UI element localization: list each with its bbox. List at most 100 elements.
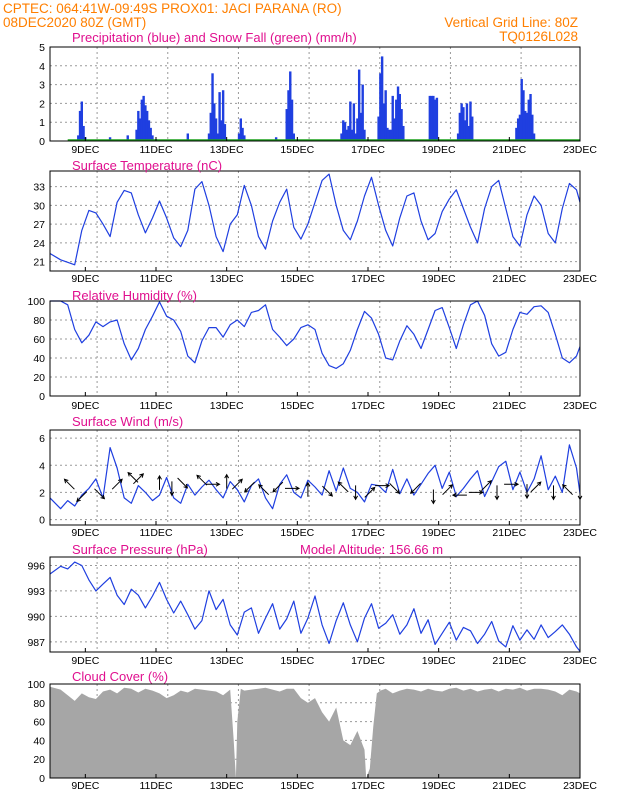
precip-bar	[402, 125, 405, 141]
wind-arrow	[272, 481, 284, 493]
y-tick-label: 3	[39, 80, 45, 92]
precip-bar	[287, 90, 290, 141]
x-tick-label: 17DEC	[351, 655, 385, 667]
x-tick-label: 9DEC	[71, 273, 99, 285]
precip-bar	[80, 101, 83, 141]
precip-bar	[289, 71, 292, 141]
precip-bar	[218, 92, 221, 141]
plot-frame	[49, 300, 581, 397]
precip-bar	[516, 118, 520, 141]
wind-line	[49, 444, 581, 510]
panel-wind: 0 2 4 6 9DEC 11DEC 13DEC 15DEC 17DEC 19DEC 21DEC 23…	[39, 414, 597, 539]
precip-bar	[342, 120, 345, 141]
precip-bar	[343, 122, 347, 141]
x-tick-label: 23DEC	[563, 655, 597, 667]
wind-arrow	[375, 483, 391, 489]
wind-arrow	[322, 485, 334, 497]
precip-bar	[285, 109, 288, 141]
precip-bar	[138, 118, 142, 141]
precip-bar	[463, 120, 467, 141]
precip-bar	[400, 109, 403, 141]
header-model-id: TQ0126L028	[499, 29, 578, 44]
plot-frame	[49, 46, 581, 142]
precip-bar	[151, 135, 154, 141]
precip-bar	[354, 133, 357, 141]
x-tick-label: 23DEC	[563, 780, 597, 792]
y-tick-label: 993	[27, 586, 45, 598]
precip-bar	[518, 114, 522, 141]
panel-title: Cloud Cover (%)	[72, 669, 168, 684]
y-tick-label: 40	[33, 735, 45, 747]
x-tick-label: 17DEC	[351, 144, 385, 156]
wind-arrow	[468, 490, 484, 495]
header-run-date: 08DEC2020 80Z (GMT)	[3, 15, 146, 30]
panel-title: Surface Wind (m/s)	[72, 414, 183, 429]
y-tick-label: 21	[33, 257, 45, 269]
x-tick-label: 21DEC	[492, 527, 526, 539]
panel-cloud-cover: 0 20 40 60 80 100 9DEC 11DEC 13DEC 15DEC 17DEC 19DE…	[27, 669, 597, 792]
precip-bar	[520, 78, 523, 141]
wind-arrow	[169, 481, 175, 497]
precip-bar	[186, 133, 189, 141]
x-tick-label: 11DEC	[139, 400, 172, 412]
y-tick-label: 80	[33, 698, 45, 710]
x-tick-label: 19DEC	[422, 780, 456, 792]
pressure-line	[49, 561, 581, 652]
header-grid-line: Vertical Grid Line: 80Z	[444, 15, 578, 30]
x-tick-label: 19DEC	[422, 144, 456, 156]
x-tick-label: 23DEC	[563, 273, 597, 285]
y-tick-label: 990	[27, 611, 45, 623]
x-tick-label: 17DEC	[351, 780, 385, 792]
precip-bar	[149, 127, 152, 141]
y-tick-label: 33	[33, 182, 45, 194]
precip-bar	[126, 135, 129, 141]
precip-bar	[213, 103, 216, 141]
precip-bar	[458, 112, 462, 141]
precip-bar	[239, 118, 242, 141]
wind-arrow	[530, 481, 542, 493]
precip-bar	[223, 124, 227, 141]
precip-bar	[211, 73, 214, 141]
precip-bar	[467, 125, 470, 141]
precip-bar	[147, 120, 151, 141]
panel-title: Relative Humidity (%)	[72, 288, 197, 303]
precip-bar	[144, 105, 147, 141]
precip-bar	[145, 110, 149, 141]
x-tick-label: 9DEC	[71, 780, 99, 792]
x-tick-label: 23DEC	[563, 144, 597, 156]
precip-bar	[243, 135, 246, 141]
wind-arrow	[551, 485, 556, 501]
precip-bar	[469, 101, 472, 141]
precip-bar	[142, 95, 145, 141]
panel-title: Surface Temperature (nC)	[72, 158, 222, 173]
y-tick-label: 0	[39, 773, 45, 785]
precip-bar	[216, 133, 220, 141]
x-tick-label: 19DEC	[422, 400, 456, 412]
x-tick-label: 17DEC	[351, 273, 385, 285]
x-tick-label: 13DEC	[210, 273, 244, 285]
x-tick-label: 13DEC	[210, 655, 244, 667]
y-tick-label: 1	[39, 117, 45, 129]
panel-title: Precipitation (blue) and Snow Fall (gree…	[72, 30, 357, 45]
x-tick-label: 11DEC	[139, 527, 172, 539]
wind-arrow	[389, 483, 401, 495]
wind-arrow	[196, 474, 208, 486]
wind-arrow	[133, 473, 145, 485]
y-tick-label: 100	[27, 679, 45, 691]
precip-bar	[345, 129, 348, 141]
precip-bar	[529, 94, 532, 141]
precip-bar	[522, 90, 525, 141]
model-altitude: Model Altitude: 156.66 m	[300, 542, 443, 557]
y-tick-label: 0	[39, 391, 45, 403]
panel-temperature: 21 24 27 30 33 9DEC 11DEC 13DEC 15DEC 17DEC 19DEC 2…	[33, 158, 597, 285]
precip-bar	[137, 110, 140, 141]
precip-bar	[209, 112, 212, 141]
x-tick-label: 23DEC	[563, 527, 597, 539]
y-tick-label: 20	[33, 372, 45, 384]
y-tick-label: 987	[27, 637, 45, 649]
x-tick-label: 21DEC	[492, 144, 526, 156]
x-tick-label: 13DEC	[210, 527, 244, 539]
precip-bar	[363, 129, 366, 141]
precip-bar	[350, 129, 354, 141]
